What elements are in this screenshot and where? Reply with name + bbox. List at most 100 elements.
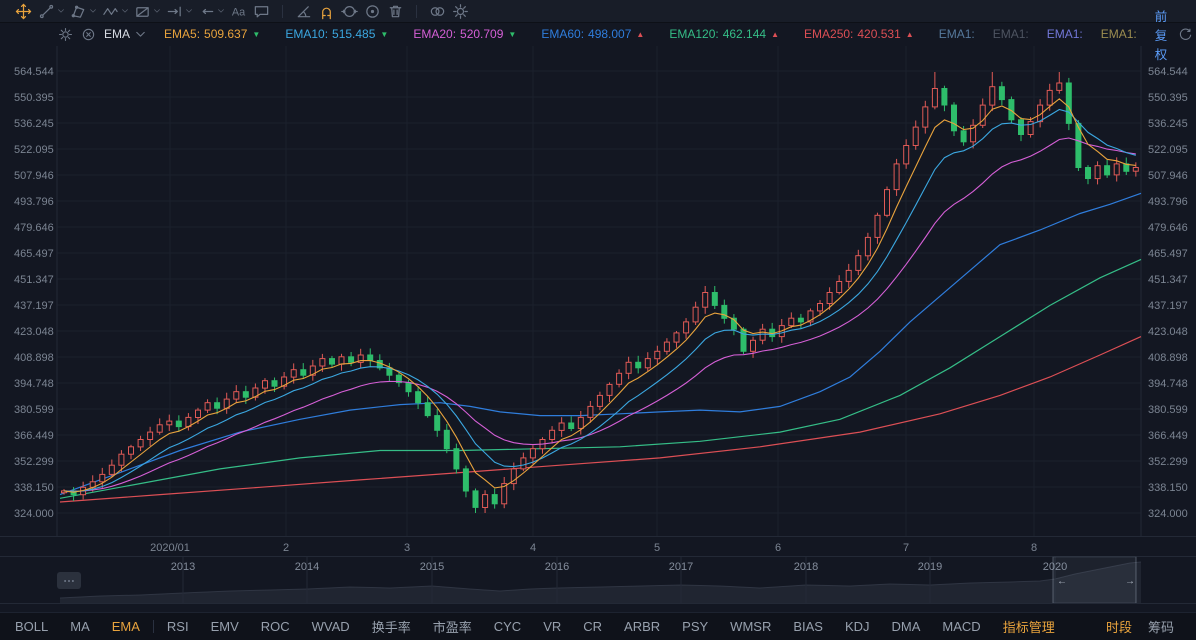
tab-指标管理[interactable]: 指标管理 [1002, 620, 1055, 635]
navigator-year-label: 2019 [918, 561, 942, 573]
navigator-area-silhouette [60, 562, 1141, 603]
ema-legend-item[interactable]: EMA250: 420.531 ▲ [804, 27, 914, 41]
time-range-navigator[interactable]: 2013 2014 2015 2016 2017 2018 2019 2020 ← → [0, 556, 1196, 604]
ema-legend-item[interactable]: EMA1: [1047, 27, 1083, 41]
candle [740, 327, 747, 354]
tab-VR[interactable]: VR [543, 619, 562, 634]
tab-DMA[interactable]: DMA [891, 619, 921, 634]
trash-icon[interactable] [387, 3, 404, 20]
candle [635, 355, 642, 374]
extend-line-icon[interactable] [166, 3, 183, 20]
angle-tool-icon[interactable] [295, 3, 312, 20]
candle [424, 396, 431, 418]
tab-ROC[interactable]: ROC [260, 619, 290, 634]
ema-label: EMA5: [164, 27, 201, 41]
compare-icon[interactable] [429, 3, 446, 20]
ema-value: 515.485 [332, 27, 376, 41]
candle [395, 372, 402, 387]
candle [951, 102, 957, 136]
tab-CYC[interactable]: CYC [493, 619, 522, 634]
settings-gear-icon[interactable] [452, 3, 469, 20]
indicator-name[interactable]: EMA [104, 27, 131, 41]
price-adjust-mode[interactable]: 前复权 [1154, 9, 1168, 62]
candle [166, 414, 173, 431]
trend-up-icon: ▲ [905, 29, 914, 39]
replay-icon[interactable] [341, 3, 358, 20]
chevron-down-icon[interactable] [120, 6, 130, 16]
candle [1094, 161, 1101, 185]
move-tool-icon[interactable] [15, 3, 32, 20]
tab-MA[interactable]: MA [70, 619, 90, 634]
tab-换手率[interactable]: 换手率 [371, 620, 411, 635]
chevron-down-icon[interactable] [184, 6, 194, 16]
indicator-tabbar: BOLL MA EMA RSI EMV ROC WVAD 换手率 市盈率 CYC VR CR ARBR P… [0, 612, 1196, 640]
candle [309, 359, 316, 381]
indicator-close-icon[interactable] [81, 27, 96, 42]
more-options-button[interactable] [57, 572, 81, 589]
tab-时段[interactable]: 时段 [1105, 620, 1132, 635]
undo-icon[interactable] [1178, 27, 1193, 42]
wave-tool-icon[interactable] [102, 3, 119, 20]
candle [156, 418, 163, 435]
x-axis-label: 6 [775, 542, 781, 554]
target-icon[interactable] [364, 3, 381, 20]
ema10-line [63, 108, 1136, 493]
ema-legend-item[interactable]: EMA60: 498.007 ▲ [541, 27, 644, 41]
chevron-down-icon[interactable] [56, 6, 66, 16]
tab-WVAD[interactable]: WVAD [311, 619, 350, 634]
ema-legend-item[interactable]: EMA1: [1101, 27, 1137, 41]
candlestick-chart[interactable]: 564.544 564.544 550.395 550.395 536.245 536.2… [0, 46, 1196, 556]
y-axis-label-right: 324.000 [1148, 508, 1188, 520]
ema-legend-item[interactable]: EMA20: 520.709 ▼ [413, 27, 516, 41]
chevron-down-icon[interactable] [133, 27, 148, 42]
comment-tool-icon[interactable] [253, 3, 270, 20]
tab-PSY[interactable]: PSY [682, 619, 709, 634]
candle [1027, 117, 1034, 138]
candle [1085, 165, 1091, 185]
candle [893, 158, 900, 196]
candle [1075, 120, 1082, 171]
tab-ARBR[interactable]: ARBR [624, 619, 661, 634]
navigator-selection[interactable] [1052, 556, 1137, 604]
toolbar-divider [282, 4, 283, 18]
drawing-toolbar: Aa [0, 0, 1196, 23]
ema-legend-item[interactable]: EMA1: [939, 27, 975, 41]
candle [711, 286, 718, 309]
magnet-icon[interactable] [318, 3, 335, 20]
tab-RSI[interactable]: RSI [166, 619, 189, 634]
y-axis-label-right: 352.299 [1148, 456, 1188, 468]
y-axis-label-left: 493.796 [14, 196, 54, 208]
candle [118, 450, 125, 472]
tab-BIAS[interactable]: BIAS [793, 619, 823, 634]
tab-KDJ[interactable]: KDJ [844, 619, 870, 634]
ema-legend-item[interactable]: EMA5: 509.637 ▼ [164, 27, 260, 41]
gann-box-icon[interactable] [134, 3, 151, 20]
tab-EMA[interactable]: EMA [111, 619, 140, 634]
navigator-left-arrow-icon[interactable]: ← [1057, 576, 1067, 587]
ema-legend-item[interactable]: EMA1: [993, 27, 1029, 41]
chevron-down-icon[interactable] [216, 6, 226, 16]
y-axis-label-right: 380.599 [1148, 404, 1188, 416]
tab-筹码[interactable]: 筹码 [1147, 620, 1174, 635]
tab-WMSR[interactable]: WMSR [730, 619, 772, 634]
chevron-down-icon[interactable] [152, 6, 162, 16]
trend-line-icon[interactable] [38, 3, 55, 20]
tab-市盈率[interactable]: 市盈率 [432, 620, 472, 635]
candle [1065, 77, 1072, 131]
shape-tool-icon[interactable] [70, 3, 87, 20]
chevron-down-icon[interactable] [88, 6, 98, 16]
tab-BOLL[interactable]: BOLL [15, 619, 49, 634]
tab-MACD[interactable]: MACD [942, 619, 981, 634]
tab-CR[interactable]: CR [583, 619, 603, 634]
indicator-settings-icon[interactable] [58, 27, 73, 42]
navigator-right-arrow-icon[interactable]: → [1125, 576, 1135, 587]
y-axis-label-right: 564.544 [1148, 66, 1188, 78]
y-axis-label-left: 536.245 [14, 118, 54, 130]
tab-EMV[interactable]: EMV [210, 619, 239, 634]
ema-label: EMA1: [1100, 27, 1137, 41]
ema-legend-item[interactable]: EMA10: 515.485 ▼ [285, 27, 388, 41]
ema-legend-item[interactable]: EMA120: 462.144 ▲ [669, 27, 779, 41]
arrow-left-icon[interactable] [198, 3, 215, 20]
text-tool-icon[interactable]: Aa [230, 3, 247, 20]
